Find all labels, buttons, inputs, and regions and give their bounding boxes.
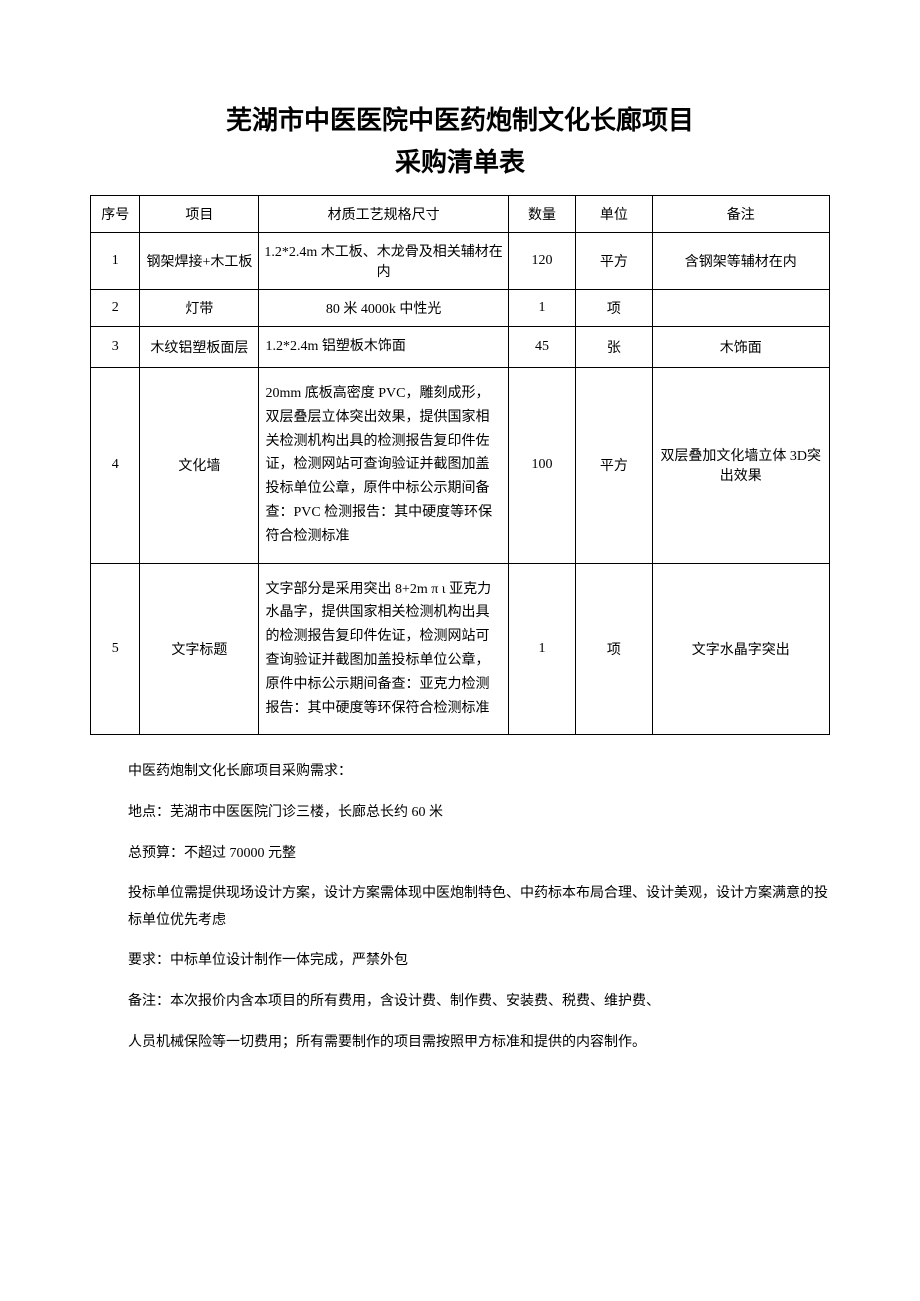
note-line: 要求：中标单位设计制作一体完成，严禁外包	[128, 948, 830, 975]
cell-spec: 1.2*2.4m 木工板、木龙骨及相关辅材在内	[259, 233, 508, 290]
cell-unit: 项	[576, 563, 652, 735]
header-qty: 数量	[508, 196, 575, 233]
title-line-2: 采购清单表	[395, 147, 525, 177]
cell-qty: 120	[508, 233, 575, 290]
note-line: 总预算：不超过 70000 元整	[128, 841, 830, 868]
cell-remark: 文字水晶字突出	[652, 563, 829, 735]
table-row: 5 文字标题 文字部分是采用突出 8+2m π ι 亚克力水晶字，提供国家相关检…	[91, 563, 830, 735]
procurement-table: 序号 项目 材质工艺规格尺寸 数量 单位 备注 1 钢架焊接+木工板 1.2*2…	[90, 195, 830, 735]
cell-item: 灯带	[140, 290, 259, 327]
cell-spec: 1.2*2.4m 铝塑板木饰面	[259, 327, 508, 368]
cell-unit: 平方	[576, 367, 652, 563]
cell-spec: 文字部分是采用突出 8+2m π ι 亚克力水晶字，提供国家相关检测机构出具的检…	[259, 563, 508, 735]
cell-qty: 1	[508, 563, 575, 735]
note-line: 地点：芜湖市中医医院门诊三楼，长廊总长约 60 米	[128, 800, 830, 827]
cell-item: 钢架焊接+木工板	[140, 233, 259, 290]
title-line-1: 芜湖市中医医院中医药炮制文化长廊项目	[226, 105, 694, 135]
cell-spec: 80 米 4000k 中性光	[259, 290, 508, 327]
table-row: 4 文化墙 20mm 底板高密度 PVC，雕刻成形，双层叠层立体突出效果，提供国…	[91, 367, 830, 563]
cell-unit: 张	[576, 327, 652, 368]
cell-seq: 2	[91, 290, 140, 327]
table-body: 1 钢架焊接+木工板 1.2*2.4m 木工板、木龙骨及相关辅材在内 120 平…	[91, 233, 830, 735]
note-line: 中医药炮制文化长廊项目采购需求：	[128, 759, 830, 786]
cell-remark: 含钢架等辅材在内	[652, 233, 829, 290]
cell-seq: 1	[91, 233, 140, 290]
note-line: 人员机械保险等一切费用；所有需要制作的项目需按照甲方标准和提供的内容制作。	[128, 1030, 830, 1057]
cell-remark: 木饰面	[652, 327, 829, 368]
table-row: 3 木纹铝塑板面层 1.2*2.4m 铝塑板木饰面 45 张 木饰面	[91, 327, 830, 368]
table-row: 1 钢架焊接+木工板 1.2*2.4m 木工板、木龙骨及相关辅材在内 120 平…	[91, 233, 830, 290]
cell-unit: 平方	[576, 233, 652, 290]
header-item: 项目	[140, 196, 259, 233]
cell-item: 文字标题	[140, 563, 259, 735]
document-title: 芜湖市中医医院中医药炮制文化长廊项目 采购清单表	[90, 100, 830, 183]
table-header-row: 序号 项目 材质工艺规格尺寸 数量 单位 备注	[91, 196, 830, 233]
notes-section: 中医药炮制文化长廊项目采购需求： 地点：芜湖市中医医院门诊三楼，长廊总长约 60…	[90, 759, 830, 1056]
cell-seq: 5	[91, 563, 140, 735]
cell-seq: 3	[91, 327, 140, 368]
header-seq: 序号	[91, 196, 140, 233]
header-remark: 备注	[652, 196, 829, 233]
cell-spec: 20mm 底板高密度 PVC，雕刻成形，双层叠层立体突出效果，提供国家相关检测机…	[259, 367, 508, 563]
cell-unit: 项	[576, 290, 652, 327]
table-row: 2 灯带 80 米 4000k 中性光 1 项	[91, 290, 830, 327]
note-line: 投标单位需提供现场设计方案，设计方案需体现中医炮制特色、中药标本布局合理、设计美…	[128, 881, 830, 934]
header-unit: 单位	[576, 196, 652, 233]
cell-remark	[652, 290, 829, 327]
cell-qty: 100	[508, 367, 575, 563]
cell-seq: 4	[91, 367, 140, 563]
cell-qty: 1	[508, 290, 575, 327]
cell-remark: 双层叠加文化墙立体 3D突出效果	[652, 367, 829, 563]
note-line: 备注：本次报价内含本项目的所有费用，含设计费、制作费、安装费、税费、维护费、	[128, 989, 830, 1016]
cell-item: 文化墙	[140, 367, 259, 563]
header-spec: 材质工艺规格尺寸	[259, 196, 508, 233]
cell-item: 木纹铝塑板面层	[140, 327, 259, 368]
cell-qty: 45	[508, 327, 575, 368]
